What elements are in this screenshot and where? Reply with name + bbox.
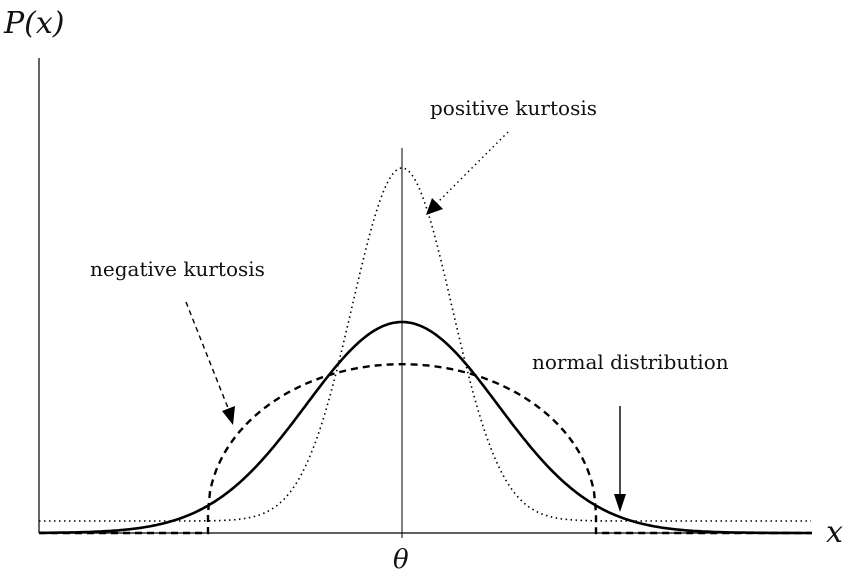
x-axis-label: x bbox=[826, 515, 843, 550]
normal-distribution-arrow-head bbox=[614, 494, 626, 512]
positive-kurtosis-pointer bbox=[436, 131, 509, 204]
negative-kurtosis-pointer bbox=[185, 301, 229, 409]
positive-kurtosis-label: positive kurtosis bbox=[430, 96, 597, 120]
theta-label: θ bbox=[393, 545, 409, 575]
positive-kurtosis-curve bbox=[39, 167, 811, 522]
negative-kurtosis-curve bbox=[39, 363, 812, 535]
negative-kurtosis-arrow-head bbox=[222, 406, 235, 425]
normal-distribution-curve bbox=[39, 320, 811, 535]
normal-distribution-label: normal distribution bbox=[532, 350, 729, 374]
positive-kurtosis-arrow-head bbox=[426, 198, 443, 215]
y-axis-label: P(x) bbox=[3, 6, 65, 41]
negative-kurtosis-label: negative kurtosis bbox=[90, 257, 265, 281]
